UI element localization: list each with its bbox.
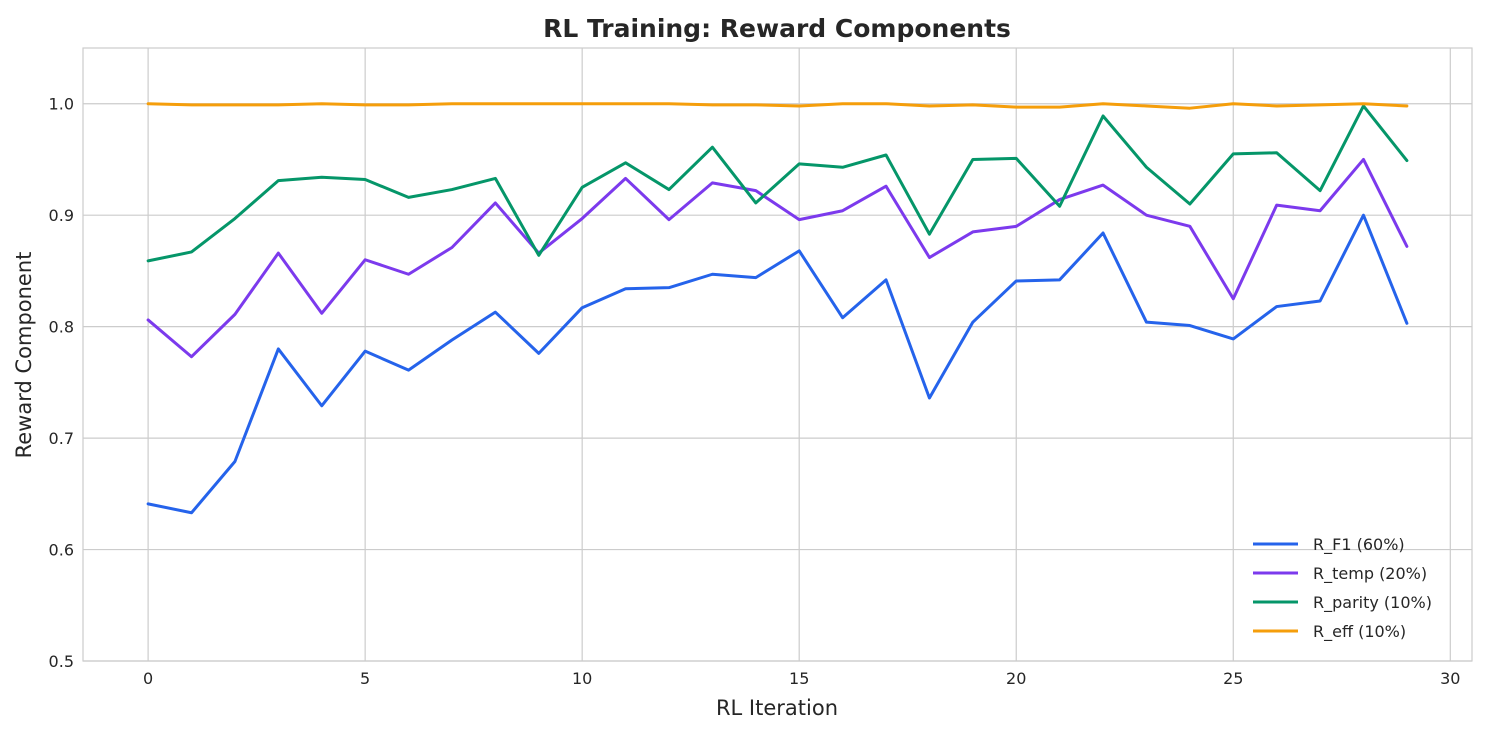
x-axis-label: RL Iteration [716, 696, 838, 720]
legend-label: R_F1 (60%) [1313, 535, 1405, 555]
y-tick-label: 0.9 [49, 206, 74, 225]
x-tick-label: 0 [143, 669, 153, 688]
series-line-3 [146, 104, 1409, 263]
axis-ticks: 0 5 10 15 20 25 30 0.5 0.6 0.7 0.8 0.9 1.0 [49, 95, 1461, 688]
y-tick-label: 0.8 [49, 318, 74, 337]
y-axis-label: Reward Component [12, 252, 36, 459]
legend-label: R_parity (10%) [1313, 593, 1432, 613]
x-tick-label: 5 [360, 669, 370, 688]
legend: R_F1 (60%) R_temp (20%) R_parity (10%) R_ef… [1253, 535, 1432, 642]
y-tick-label: 0.6 [49, 541, 74, 560]
legend-label: R_eff (10%) [1313, 622, 1406, 642]
y-tick-label: 0.7 [49, 429, 74, 448]
x-tick-label: 25 [1223, 669, 1243, 688]
chart-title: RL Training: Reward Components [543, 14, 1011, 43]
legend-label: R_temp (20%) [1313, 564, 1427, 584]
series-line-1 [146, 213, 1409, 515]
gridlines [83, 48, 1472, 662]
series-lines [146, 102, 1409, 515]
series-line-2 [146, 157, 1409, 359]
x-tick-label: 20 [1006, 669, 1026, 688]
plot-area-border [82, 47, 1473, 662]
y-tick-label: 1.0 [49, 95, 74, 114]
x-tick-label: 30 [1440, 669, 1460, 688]
x-tick-label: 15 [789, 669, 809, 688]
y-tick-label: 0.5 [49, 652, 74, 671]
x-tick-label: 10 [572, 669, 592, 688]
series-line-4 [146, 102, 1409, 110]
